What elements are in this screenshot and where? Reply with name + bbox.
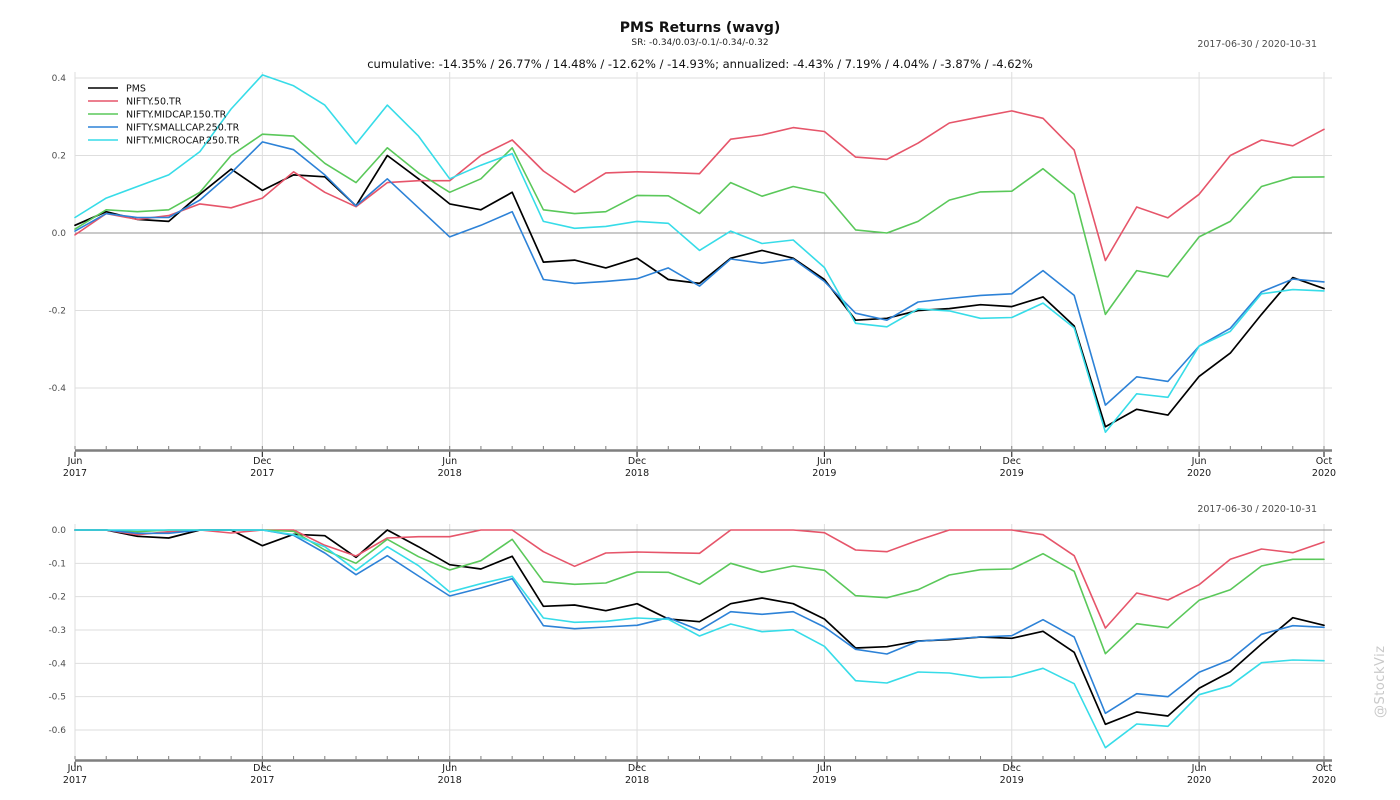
x-axis-tick-month: Dec	[628, 456, 646, 467]
x-axis-tick-month: Jun	[67, 456, 83, 467]
series-line-microcap	[74, 529, 1325, 749]
legend-label-smallcap: NIFTY.SMALLCAP.250.TR	[126, 123, 240, 134]
x-axis-tick-month: Dec	[628, 763, 646, 774]
x-axis-tick-year: 2019	[1000, 468, 1024, 479]
y-axis-tick-label: -0.2	[48, 307, 66, 317]
x-axis-tick-year: 2019	[1000, 775, 1024, 786]
x-axis-tick-month: Jun	[441, 456, 457, 467]
x-axis-tick-month: Jun	[67, 763, 83, 774]
y-axis-tick-label: 0.4	[52, 74, 67, 84]
x-axis-tick-year: 2020	[1312, 468, 1336, 479]
x-axis-tick-year: 2020	[1187, 468, 1211, 479]
x-axis-tick-year: 2018	[438, 468, 462, 479]
series-line-midcap	[74, 529, 1325, 655]
y-axis-tick-label: -0.6	[48, 726, 66, 736]
x-axis-tick-month: Dec	[253, 763, 271, 774]
sharpe-ratio-subtitle: SR: -0.34/0.03/-0.1/-0.34/-0.32	[631, 38, 769, 48]
series-line-nifty50	[74, 529, 1325, 629]
x-axis-tick-month: Jun	[1191, 456, 1207, 467]
x-axis-tick-year: 2017	[250, 775, 274, 786]
y-axis-tick-label: -0.2	[48, 593, 66, 603]
legend-label-midcap: NIFTY.MIDCAP.150.TR	[126, 110, 227, 121]
drawdown-chart: 0.0-0.1-0.2-0.3-0.4-0.5-0.6Jun2017Dec201…	[48, 524, 1336, 786]
y-axis-tick-label: 0.0	[52, 526, 67, 536]
x-axis-tick-month: Dec	[1003, 763, 1021, 774]
x-axis-tick-year: 2020	[1312, 775, 1336, 786]
date-range-top: 2017-06-30 / 2020-10-31	[1197, 39, 1317, 50]
x-axis-tick-month: Jun	[816, 763, 832, 774]
legend-label-pms: PMS	[126, 84, 146, 95]
x-axis-tick-year: 2018	[625, 468, 649, 479]
y-axis-tick-label: -0.3	[48, 626, 66, 636]
x-axis-tick-month: Dec	[1003, 456, 1021, 467]
legend-label-microcap: NIFTY.MICROCAP.250.TR	[126, 136, 240, 147]
x-axis-tick-month: Jun	[1191, 763, 1207, 774]
x-axis-tick-year: 2020	[1187, 775, 1211, 786]
page-title: PMS Returns (wavg)	[619, 20, 781, 36]
x-axis-tick-year: 2017	[63, 468, 87, 479]
x-axis-tick-year: 2017	[250, 468, 274, 479]
x-axis-tick-month: Dec	[253, 456, 271, 467]
date-range-bottom: 2017-06-30 / 2020-10-31	[1197, 504, 1317, 515]
y-axis-tick-label: 0.2	[52, 152, 66, 162]
x-axis-tick-month: Oct	[1316, 456, 1333, 467]
x-axis-tick-month: Jun	[441, 763, 457, 774]
x-axis-tick-month: Jun	[816, 456, 832, 467]
series-line-midcap	[74, 133, 1325, 316]
y-axis-tick-label: -0.1	[48, 559, 66, 569]
y-axis-tick-label: 0.0	[52, 229, 67, 239]
y-axis-tick-label: -0.5	[48, 693, 66, 703]
series-line-microcap	[74, 74, 1325, 434]
y-axis-tick-label: -0.4	[48, 384, 66, 394]
legend-label-nifty50: NIFTY.50.TR	[126, 97, 182, 108]
cumulative-returns-chart: 0.40.20.0-0.2-0.4Jun2017Dec2017Jun2018De…	[48, 72, 1336, 479]
series-line-nifty50	[74, 110, 1325, 262]
y-axis-tick-label: -0.4	[48, 659, 66, 669]
x-axis-tick-year: 2019	[812, 775, 836, 786]
series-line-pms	[74, 529, 1325, 726]
x-axis-tick-year: 2018	[625, 775, 649, 786]
x-axis-tick-month: Oct	[1316, 763, 1333, 774]
series-line-smallcap	[74, 141, 1325, 406]
x-axis-tick-year: 2018	[438, 775, 462, 786]
x-axis-tick-year: 2019	[812, 468, 836, 479]
returns-summary-line: cumulative: -14.35% / 26.77% / 14.48% / …	[367, 57, 1033, 71]
x-axis-tick-year: 2017	[63, 775, 87, 786]
